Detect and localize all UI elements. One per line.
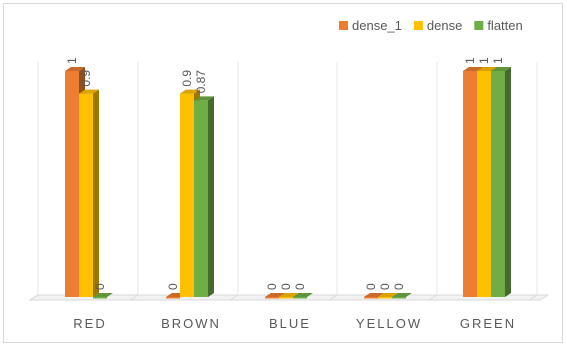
floor-divider-3	[328, 294, 338, 301]
floor-divider-1	[129, 294, 139, 301]
data-label-dense_1-yellow: 0	[364, 283, 378, 290]
bar-flatten-brown-side	[208, 96, 214, 297]
bar-flatten-yellow-top	[392, 293, 412, 297]
data-label-dense-green: 1	[477, 57, 491, 64]
bar-flatten-green-top	[491, 67, 511, 71]
legend-label-dense_1: dense_1	[352, 18, 402, 33]
bar-dense-blue	[279, 297, 293, 299]
data-label-dense-blue: 0	[279, 283, 293, 290]
bar-flatten-yellow	[392, 297, 406, 299]
bar-dense_1-yellow	[364, 297, 378, 299]
bar-dense-brown-top	[180, 89, 200, 94]
bar-flatten-brown	[194, 100, 208, 297]
data-label-flatten-red: 0	[93, 283, 107, 290]
bar-flatten-green	[491, 71, 505, 297]
bar-dense_1-green	[463, 71, 477, 297]
legend-label-dense: dense	[427, 18, 462, 33]
data-label-dense-red: 0.9	[79, 70, 93, 87]
bar-dense_1-yellow-top	[364, 293, 384, 297]
bar-flatten-red-top	[93, 293, 113, 297]
bar-dense_1-blue-top	[265, 293, 285, 297]
bar-dense-green	[477, 71, 491, 297]
bar-flatten-blue	[293, 297, 307, 299]
bar-flatten-red	[93, 297, 107, 299]
bar-dense-red-top	[79, 89, 99, 94]
floor-divider-5	[528, 294, 538, 301]
bar-dense_1-blue	[265, 297, 279, 299]
bar-flatten-blue-top	[293, 293, 313, 297]
data-label-dense_1-blue: 0	[265, 283, 279, 290]
data-label-flatten-blue: 0	[293, 283, 307, 290]
legend-swatch-dense_1	[339, 21, 348, 30]
bar-dense_1-red	[65, 71, 79, 297]
bar-dense-red-side	[93, 89, 99, 297]
category-label-yellow: YELLOW	[356, 316, 422, 331]
legend-label-flatten: flatten	[487, 18, 522, 33]
bar-dense-yellow-top	[378, 293, 398, 297]
data-label-flatten-brown: 0.87	[194, 70, 208, 94]
category-label-green: GREEN	[460, 316, 516, 331]
legend-swatch-flatten	[474, 21, 484, 30]
data-label-dense-yellow: 0	[378, 283, 392, 290]
data-label-dense_1-brown: 0	[166, 283, 180, 290]
bar-dense_1-green-top	[463, 67, 483, 71]
bar-dense-yellow	[378, 297, 392, 299]
bar-dense_1-brown	[166, 297, 180, 299]
category-label-red: RED	[73, 316, 106, 331]
data-label-flatten-green: 1	[491, 57, 505, 64]
data-label-flatten-yellow: 0	[392, 283, 406, 290]
data-label-dense_1-red: 1	[65, 57, 79, 64]
data-label-dense-brown: 0.9	[180, 70, 194, 87]
bar-dense-blue-top	[279, 293, 299, 297]
bar-dense_1-red-top	[65, 67, 85, 71]
legend-swatch-dense	[413, 21, 423, 30]
bar-dense-brown	[180, 93, 194, 297]
bar-flatten-brown-top	[194, 96, 214, 101]
category-label-brown: BROWN	[161, 316, 221, 331]
bar-dense-red	[79, 93, 93, 297]
floor-divider-0	[29, 294, 39, 301]
bar-flatten-green-side	[505, 67, 511, 297]
bar-dense-green-top	[477, 67, 497, 71]
floor-divider-2	[229, 294, 239, 301]
data-label-dense_1-green: 1	[463, 57, 477, 64]
category-label-blue: BLUE	[269, 316, 311, 331]
floor-divider-4	[428, 294, 438, 301]
